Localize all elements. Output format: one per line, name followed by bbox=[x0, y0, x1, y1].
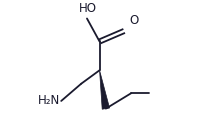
Text: H₂N: H₂N bbox=[38, 94, 60, 107]
Text: O: O bbox=[130, 14, 139, 27]
Polygon shape bbox=[99, 70, 110, 109]
Text: HO: HO bbox=[79, 2, 97, 15]
